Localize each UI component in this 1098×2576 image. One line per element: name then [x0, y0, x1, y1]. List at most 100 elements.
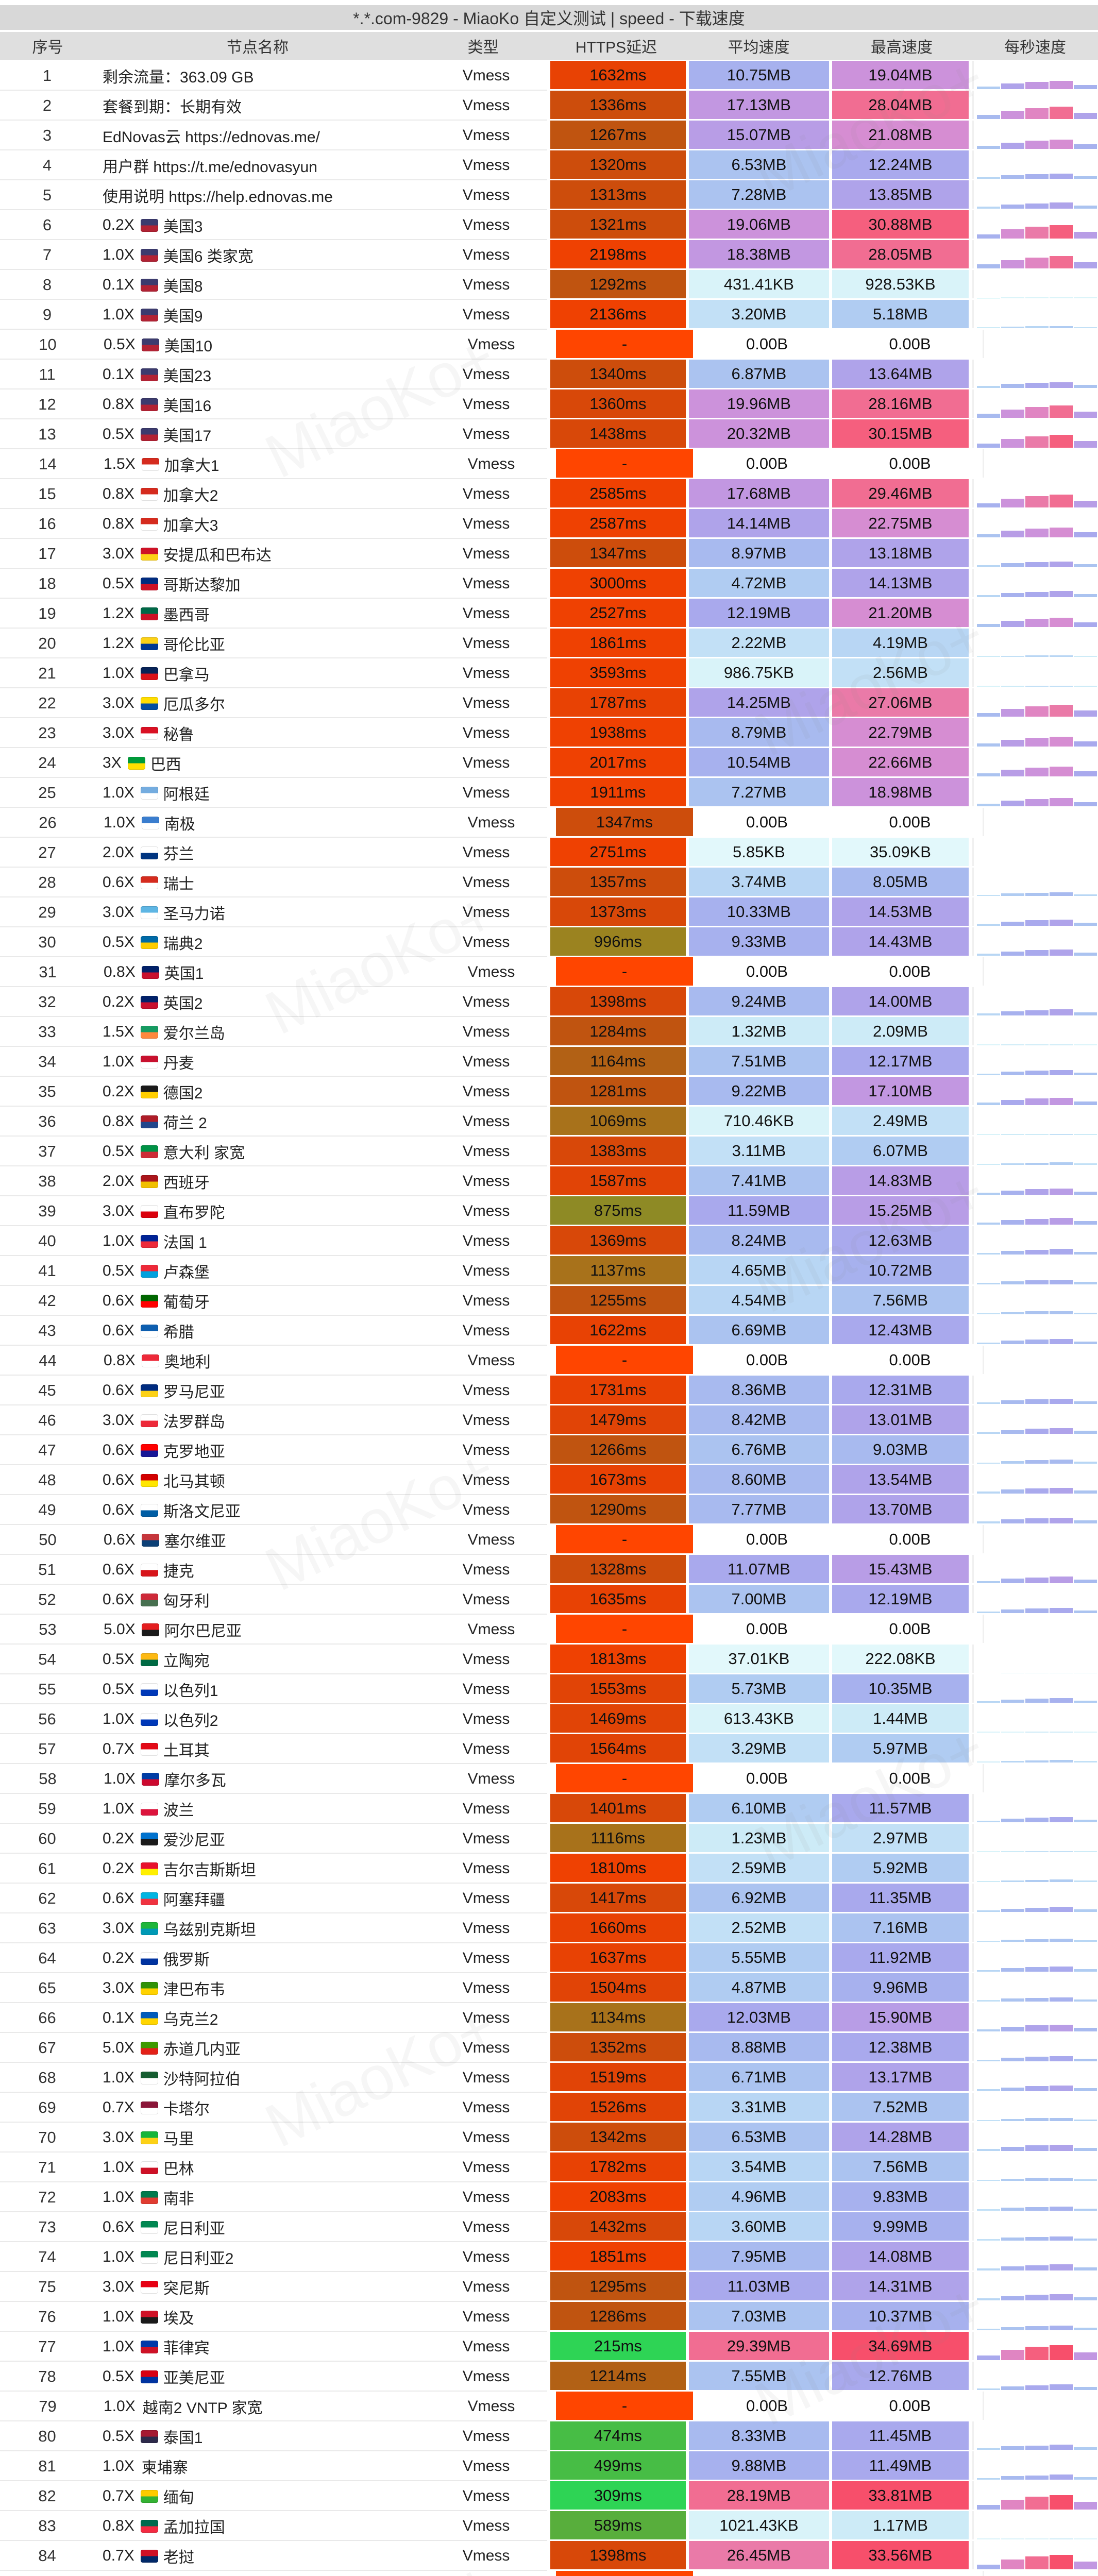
speed-bar — [977, 1193, 1000, 1195]
max-speed-cell: 0.00B — [841, 957, 979, 986]
node-type: Vmess — [428, 2571, 554, 2576]
node-multiplier: 3X — [103, 754, 122, 771]
node-type: Vmess — [462, 1232, 510, 1249]
row-divider — [0, 1673, 547, 1674]
node-type: Vmess — [462, 635, 510, 652]
table-row: 53 5.0X 阿尔巴尼亚 Vmess - 0.00B 0.00B — [0, 1615, 1098, 1645]
node-name-cell: 使用说明 https://help.ednovas.me — [94, 180, 424, 210]
row-divider — [0, 717, 547, 718]
speed-bar — [977, 1521, 1000, 1523]
speed-bar — [1001, 205, 1024, 209]
node-name-cell: 3.0X 直布罗陀 — [94, 1196, 424, 1226]
table-row: 27 2.0X 芬兰 Vmess 2751ms 5.85KB 35.09KB — [0, 838, 1098, 868]
node-name-cell: 0.6X 塞尔维亚 — [95, 1525, 428, 1555]
speed-bar — [1074, 1761, 1097, 1762]
node-multiplier: 1.0X — [103, 2458, 134, 2475]
speed-bar — [1025, 2086, 1049, 2091]
max-speed-cell: 2.49MB — [832, 1107, 969, 1135]
latency-cell: 1164ms — [550, 1047, 686, 1075]
node-name-cell: 0.8X 美国16 — [94, 389, 424, 419]
speed-bar — [977, 1073, 1000, 1075]
latency-cell: 2751ms — [550, 838, 686, 866]
row-divider — [0, 1883, 547, 1884]
country-flag-icon — [140, 1444, 158, 1457]
row-index: 2 — [42, 96, 52, 114]
speed-bar — [1050, 1817, 1073, 1822]
speed-bar — [1025, 2556, 1049, 2569]
max-speed-cell: 11.57MB — [832, 1794, 969, 1822]
node-name: 南非 — [163, 2191, 194, 2208]
row-index: 14 — [39, 455, 57, 473]
row-divider — [0, 1434, 547, 1435]
row-divider — [0, 1046, 547, 1047]
node-name: 圣马力诺 — [163, 906, 225, 923]
speed-bar — [977, 2388, 1000, 2390]
speed-bar — [1025, 1249, 1049, 1255]
country-flag-icon — [140, 607, 158, 620]
avg-speed-cell: 431.41KB — [688, 270, 829, 298]
speed-graph — [972, 1913, 1098, 1942]
speed-bar — [1001, 740, 1024, 747]
report-title: *.*.com-9829 - MiaoKo 自定义测试 | speed - 下载… — [353, 9, 745, 28]
speed-graph — [972, 2212, 1098, 2241]
node-multiplier: 0.6X — [103, 2218, 134, 2235]
speed-bar — [1050, 736, 1073, 747]
node-multiplier: 0.8X — [104, 1352, 136, 1369]
node-name: EdNovas云 https://ednovas.me/ — [103, 129, 320, 146]
avg-speed-cell: 10.54MB — [688, 748, 829, 776]
node-name: 芬兰 — [163, 846, 194, 863]
speed-bar — [977, 894, 1000, 896]
row-divider — [0, 90, 547, 91]
speed-bar — [977, 1134, 1000, 1135]
table-row: 59 1.0X 波兰 Vmess 1401ms 6.10MB 11.57MB — [0, 1794, 1098, 1824]
speed-bar — [1025, 529, 1049, 537]
country-flag-icon — [140, 1115, 158, 1128]
country-flag-icon — [140, 1981, 158, 1995]
latency-cell: 309ms — [550, 2481, 686, 2510]
node-name-cell: 0.5X 以色列1 — [94, 1674, 424, 1704]
max-speed-cell: 14.31MB — [832, 2272, 969, 2300]
speed-bar — [1050, 1851, 1073, 1852]
country-flag-icon — [140, 1324, 158, 1337]
row-index: 7 — [42, 246, 52, 264]
node-name-cell: 1.0X 美国9 — [94, 300, 424, 330]
node-name-cell: 2.0X 西班牙 — [94, 1166, 424, 1196]
speed-bar — [1050, 1997, 1073, 2002]
table-row: 6 0.2X 美国3 Vmess 1321ms 19.06MB 30.88MB — [0, 210, 1098, 240]
avg-speed-cell: 19.96MB — [688, 389, 829, 418]
row-divider — [0, 2510, 547, 2511]
max-speed-cell: 12.76MB — [832, 2362, 969, 2390]
max-speed-cell: 222.08KB — [832, 1645, 969, 1673]
row-index: 57 — [38, 1740, 56, 1758]
node-type: Vmess — [462, 1501, 510, 1518]
speed-bar — [977, 1103, 1000, 1105]
node-name-cell: 0.2X 英国2 — [94, 987, 424, 1017]
speed-graph — [972, 180, 1098, 209]
table-row: 26 1.0X 南极 Vmess 1347ms 0.00B 0.00B — [0, 808, 1098, 838]
speed-graph — [972, 210, 1098, 239]
node-multiplier: 0.6X — [103, 1322, 134, 1339]
col-header-index: 序号 — [32, 39, 63, 56]
node-multiplier: 0.5X — [103, 1143, 134, 1160]
speed-bar — [1074, 2028, 1097, 2031]
table-row: 77 1.0X 菲律宾 Vmess 215ms 29.39MB 34.69MB — [0, 2332, 1098, 2362]
avg-speed-cell: 0.00B — [696, 957, 838, 986]
node-name-cell: 1.0X 埃及 — [94, 2302, 424, 2332]
country-flag-icon — [140, 906, 158, 919]
row-divider — [0, 777, 547, 778]
max-speed-cell: 14.00MB — [832, 987, 969, 1015]
country-flag-icon — [140, 637, 158, 650]
speed-bar — [1001, 620, 1024, 627]
speed-graph — [983, 2392, 1098, 2420]
speed-bar — [1074, 112, 1097, 119]
speed-bar — [1050, 1009, 1073, 1015]
node-type: Vmess — [462, 1262, 510, 1279]
speed-bar — [1050, 2056, 1073, 2061]
node-multiplier: 0.7X — [103, 2099, 134, 2116]
table-row: 31 0.8X 英国1 Vmess - 0.00B 0.00B — [0, 957, 1098, 987]
avg-speed-cell: 11.07MB — [688, 1555, 829, 1583]
avg-speed-cell: 4.87MB — [688, 1973, 829, 2002]
node-name-cell: 3.0X 突尼斯 — [94, 2272, 424, 2302]
node-type: Vmess — [462, 1202, 510, 1219]
node-type: Vmess — [462, 1950, 510, 1967]
